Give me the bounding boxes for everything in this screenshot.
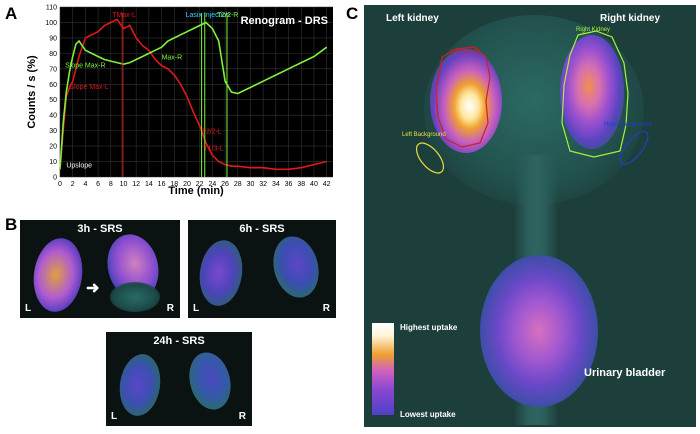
y-tick-label: 90 — [49, 35, 57, 42]
chart-title: Renogram - DRS — [241, 15, 328, 27]
x-tick-label: 18 — [170, 181, 178, 188]
y-tick-label: 70 — [49, 66, 57, 73]
left-kidney-uptake — [430, 49, 502, 153]
panel-letter-b: B — [5, 215, 18, 234]
roi-right-kidney — [561, 30, 629, 158]
scan-right-label: R — [238, 411, 246, 422]
scan-title: 6h - SRS — [239, 223, 285, 235]
series-line-1 — [59, 18, 327, 171]
right-kidney-label: Right kidney — [600, 13, 661, 24]
scan-6h: 6h - SRS L R — [188, 220, 336, 318]
y-tick-label: 100 — [45, 20, 57, 27]
x-tick-label: 36 — [285, 181, 293, 188]
x-tick-label: 40 — [310, 181, 318, 188]
x-tick-label: 26 — [221, 181, 229, 188]
x-tick-label: 14 — [145, 181, 153, 188]
scan-background — [110, 282, 160, 312]
x-tick-label: 10 — [120, 181, 128, 188]
y-tick-label: 80 — [49, 51, 57, 58]
annotation: T1/3-L — [203, 146, 223, 153]
y-tick-label: 50 — [49, 97, 57, 104]
y-tick-label: 10 — [49, 159, 57, 166]
marker-label: Lasix Injection — [186, 12, 230, 19]
x-tick-label: 4 — [83, 181, 87, 188]
roi-right-background — [619, 130, 649, 166]
series-line-2 — [59, 21, 328, 170]
scan-title: 3h - SRS — [77, 223, 123, 235]
annotation: Max-R — [162, 55, 183, 62]
x-tick-label: 16 — [158, 181, 166, 188]
x-axis-label: Time (min) — [168, 185, 224, 197]
x-tick-label: 24 — [208, 181, 216, 188]
scan-left-label: L — [25, 303, 32, 314]
x-tick-label: 42 — [323, 181, 331, 188]
x-tick-label: 2 — [71, 181, 75, 188]
x-tick-label: 0 — [58, 181, 62, 188]
renal-scan-panel: Left kidney Right kidney Left Kidney Rig… — [364, 5, 696, 427]
scan-left-label: L — [193, 303, 200, 314]
right-kidney-scan — [267, 231, 325, 303]
marker-label: T2/2-R — [217, 12, 238, 19]
x-tick-label: 12 — [132, 181, 140, 188]
y-tick-label: 60 — [49, 82, 57, 89]
panel-letter-c: C — [346, 4, 359, 23]
roi-right-kidney-label: Right Kidney — [576, 27, 611, 33]
panel-letter-a: A — [5, 4, 18, 23]
x-tick-label: 34 — [272, 181, 280, 188]
x-tick-label: 22 — [196, 181, 204, 188]
x-tick-label: 20 — [183, 181, 191, 188]
arrow-icon: ➜ — [86, 280, 100, 297]
y-tick-label: 0 — [53, 175, 57, 182]
bladder-uptake — [480, 255, 598, 407]
roi-left-kidney — [435, 46, 491, 148]
x-tick-label: 28 — [234, 181, 242, 188]
annotation: Upslope — [66, 163, 92, 170]
right-background-label: Right Background — [604, 122, 652, 128]
highest-uptake-label: Highest uptake — [400, 323, 458, 332]
x-tick-label: 8 — [109, 181, 113, 188]
uptake-color-scale — [372, 323, 394, 415]
roi-left-background — [415, 142, 445, 174]
annotation: T2/2-L — [202, 129, 222, 136]
plot-background — [60, 7, 333, 177]
scan-right-label: R — [322, 303, 330, 314]
y-tick-label: 30 — [49, 128, 57, 135]
left-kidney-label: Left kidney — [386, 13, 439, 24]
left-kidney-scan — [29, 235, 87, 315]
urinary-bladder-label: Urinary bladder — [584, 367, 666, 379]
scan-left-label: L — [111, 411, 118, 422]
left-kidney-scan — [195, 237, 247, 309]
x-tick-label: 32 — [259, 181, 267, 188]
annotation: Slope Max-L — [70, 84, 109, 91]
x-tick-label: 38 — [297, 181, 305, 188]
marker-label: TMax-L — [112, 12, 136, 19]
scan-title: 24h - SRS — [153, 335, 205, 347]
lowest-uptake-label: Lowest uptake — [400, 410, 456, 419]
y-tick-label: 20 — [49, 144, 57, 151]
right-kidney-scan — [183, 348, 237, 414]
y-axis-label: Counts / s (%) — [26, 55, 38, 129]
scan-right-label: R — [166, 303, 174, 314]
left-background-label: Left Background — [402, 132, 446, 138]
x-tick-label: 6 — [96, 181, 100, 188]
roi-overlay — [415, 30, 649, 174]
x-tick-label: 30 — [247, 181, 255, 188]
scan-24h: 24h - SRS L R — [106, 332, 252, 426]
y-tick-label: 110 — [46, 5, 57, 12]
scan-3h: 3h - SRS ➜ L R — [20, 220, 180, 318]
annotation: Slope Max-R — [65, 62, 105, 69]
left-kidney-scan — [115, 351, 165, 419]
y-tick-label: 40 — [49, 113, 57, 120]
roi-left-kidney-label: Left Kidney — [450, 49, 481, 55]
